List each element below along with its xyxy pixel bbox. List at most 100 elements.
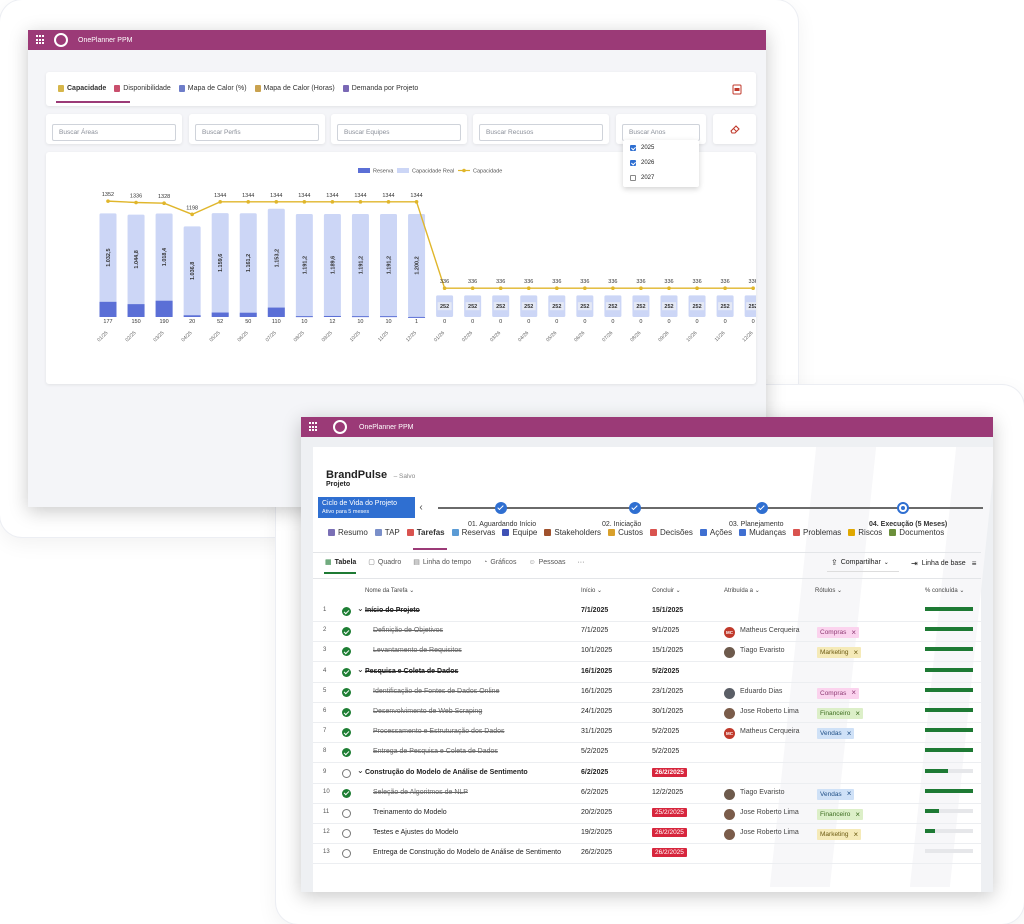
col-task-name[interactable]: Nome da Tarefa ⌄: [365, 588, 415, 594]
completion-checkbox[interactable]: [342, 708, 351, 717]
capacidade-point[interactable]: [134, 200, 138, 205]
task-name[interactable]: Processamento e Estruturação dos Dados: [373, 728, 505, 736]
label-tag[interactable]: Financeiro ×: [817, 809, 864, 820]
tab-riscos[interactable]: Riscos: [848, 528, 882, 537]
view-tab-more[interactable]: ···: [577, 558, 584, 566]
filter-icon[interactable]: ≡: [971, 558, 977, 568]
assignee-name[interactable]: Matheus Cerqueira: [740, 728, 800, 736]
label-tag[interactable]: Compras ×: [817, 627, 860, 639]
table-row[interactable]: 3 Levantamento de Requisitos 10/1/2025 15/1…: [313, 641, 981, 663]
capacidade-point[interactable]: [218, 200, 222, 204]
task-name[interactable]: Treinamento do Modelo: [373, 809, 447, 816]
remove-label-icon[interactable]: ×: [855, 708, 861, 718]
task-name[interactable]: Testes e Ajustes do Modelo: [373, 829, 459, 837]
task-name[interactable]: Construção do Modelo de Análise de Senti…: [365, 768, 528, 776]
assignee-name[interactable]: Tiago Evaristo: [740, 647, 785, 655]
tab-acoes[interactable]: Ações: [699, 528, 732, 537]
task-name[interactable]: Início do Projeto: [365, 607, 420, 614]
task-name[interactable]: Identificação de Fontes de Dados Online: [373, 687, 500, 695]
remove-label-icon[interactable]: ×: [851, 627, 857, 637]
clear-filters-card[interactable]: [713, 114, 756, 144]
completion-checkbox[interactable]: [342, 607, 351, 616]
bar-reserva[interactable]: [323, 315, 341, 317]
capacidade-point[interactable]: [274, 200, 279, 204]
stage-marker[interactable]: [756, 502, 768, 514]
bar-reserva[interactable]: [351, 316, 369, 318]
bar-capacidade-real[interactable]: [380, 214, 397, 317]
label-tag[interactable]: Vendas ×: [817, 788, 855, 800]
table-row[interactable]: 5 Identificação de Fontes de Dados Online…: [313, 682, 981, 703]
remove-label-icon[interactable]: ×: [846, 789, 852, 799]
capacidade-point[interactable]: [695, 286, 699, 291]
capacidade-point[interactable]: [498, 286, 503, 291]
lifecycle-box[interactable]: Ciclo de Vida do Projeto Ativo para 5 me…: [318, 497, 415, 518]
assignee-name[interactable]: Matheus Cerqueira: [740, 627, 800, 635]
view-tab-chart[interactable]: ◔ Gráficos: [483, 558, 516, 566]
table-row[interactable]: 8 Entrega de Pesquisa e Coleta de Dados 5/…: [313, 742, 981, 764]
tab-documentos[interactable]: Documentos: [889, 528, 944, 537]
baseline-button[interactable]: ⇥ Linha de base ≡: [909, 554, 981, 572]
capacidade-point[interactable]: [106, 199, 110, 203]
tab-demanda-por-projeto[interactable]: Demanda por Projeto: [342, 85, 418, 92]
completion-checkbox[interactable]: [342, 829, 351, 839]
table-row[interactable]: 2 Definição de Objetivos 7/1/2025 9/1/2025 M…: [313, 621, 981, 643]
capacidade-point[interactable]: [162, 201, 166, 205]
checkbox[interactable]: [630, 174, 636, 181]
tab-decisoes[interactable]: Decisões: [649, 528, 693, 537]
table-row[interactable]: 11 Treinamento do Modelo 20/2/2025 25/2/202…: [313, 803, 981, 824]
completion-checkbox[interactable]: [342, 647, 351, 657]
tab-reservas[interactable]: Reservas: [451, 528, 495, 537]
assignee-name[interactable]: Tiago Evaristo: [740, 788, 785, 796]
label-tag[interactable]: Vendas ×: [817, 728, 855, 740]
capacidade-point[interactable]: [639, 286, 643, 291]
completion-checkbox[interactable]: [342, 728, 351, 738]
table-row[interactable]: 9 ⌄ Construção do Modelo de Análise de Sen…: [313, 763, 981, 784]
stage-marker[interactable]: [629, 502, 641, 514]
app-launcher-icon[interactable]: [309, 422, 319, 432]
view-tab-table[interactable]: ▦ Tabela: [325, 558, 356, 567]
capacidade-point[interactable]: [526, 286, 531, 291]
bar-reserva[interactable]: [295, 316, 313, 318]
tab-equipe[interactable]: Equipe: [502, 528, 537, 537]
assignee-name[interactable]: Jose Roberto Lima: [740, 708, 799, 715]
stage-marker[interactable]: [495, 502, 507, 514]
completion-checkbox[interactable]: [342, 849, 351, 859]
stage-marker[interactable]: [897, 502, 909, 514]
completion-checkbox[interactable]: [342, 748, 351, 758]
perfis-search-input[interactable]: Buscar Perfis: [195, 124, 319, 141]
assignee-name[interactable]: Jose Roberto Lima: [740, 829, 799, 837]
lifecycle-collapse-button[interactable]: ‹: [419, 502, 423, 513]
col-end[interactable]: Concluir ⌄: [652, 588, 681, 594]
col-labels[interactable]: Rótulos ⌄: [815, 588, 843, 594]
view-tab-timeline[interactable]: ▤ Linha do tempo: [413, 558, 471, 567]
checkbox[interactable]: [630, 159, 636, 166]
table-row[interactable]: 4 ⌄ Pesquisa e Coleta de Dados 16/1/2025 5/2…: [313, 662, 981, 683]
bar-capacidade-real[interactable]: [267, 208, 285, 317]
task-name[interactable]: Levantamento de Requisitos: [373, 647, 462, 655]
share-button[interactable]: ⇪ Compartilhar ⌄: [827, 554, 899, 572]
completion-checkbox[interactable]: [342, 809, 351, 818]
task-name[interactable]: Entrega de Pesquisa e Coleta de Dados: [373, 748, 498, 756]
col-start[interactable]: Início ⌄: [581, 588, 603, 594]
capacidade-point[interactable]: [611, 286, 615, 291]
col-percent[interactable]: % concluída ⌄: [925, 588, 965, 594]
assignee-name[interactable]: Jose Roberto Lima: [740, 809, 799, 816]
tab-disponibilidade[interactable]: Disponibilidade: [114, 85, 171, 92]
tab-capacidade[interactable]: Capacidade: [58, 85, 106, 92]
bar-capacidade-real[interactable]: [99, 213, 117, 317]
table-row[interactable]: 7 Processamento e Estruturação dos Dados 3…: [313, 722, 981, 744]
assignee-name[interactable]: Eduardo Dias: [740, 687, 783, 695]
table-row[interactable]: 6 Desenvolvimento de Web Scraping 24/1/202…: [313, 702, 981, 723]
tab-tap[interactable]: TAP: [374, 528, 400, 537]
capacidade-point[interactable]: [246, 200, 251, 204]
remove-label-icon[interactable]: ×: [855, 809, 861, 819]
remove-label-icon[interactable]: ×: [846, 728, 852, 738]
label-tag[interactable]: Compras ×: [817, 687, 860, 699]
bar-reserva[interactable]: [127, 304, 145, 317]
capacidade-point[interactable]: [414, 200, 419, 204]
year-option[interactable]: 2026: [623, 155, 699, 170]
equipes-search-input[interactable]: Buscar Equipes: [337, 124, 461, 141]
table-row[interactable]: 1 ⌄ Início do Projeto 7/1/2025 15/1/2025: [313, 601, 981, 622]
year-option[interactable]: 2027: [623, 170, 699, 185]
tab-mapa-de-calor-horas-[interactable]: Mapa de Calor (Horas): [254, 85, 335, 92]
